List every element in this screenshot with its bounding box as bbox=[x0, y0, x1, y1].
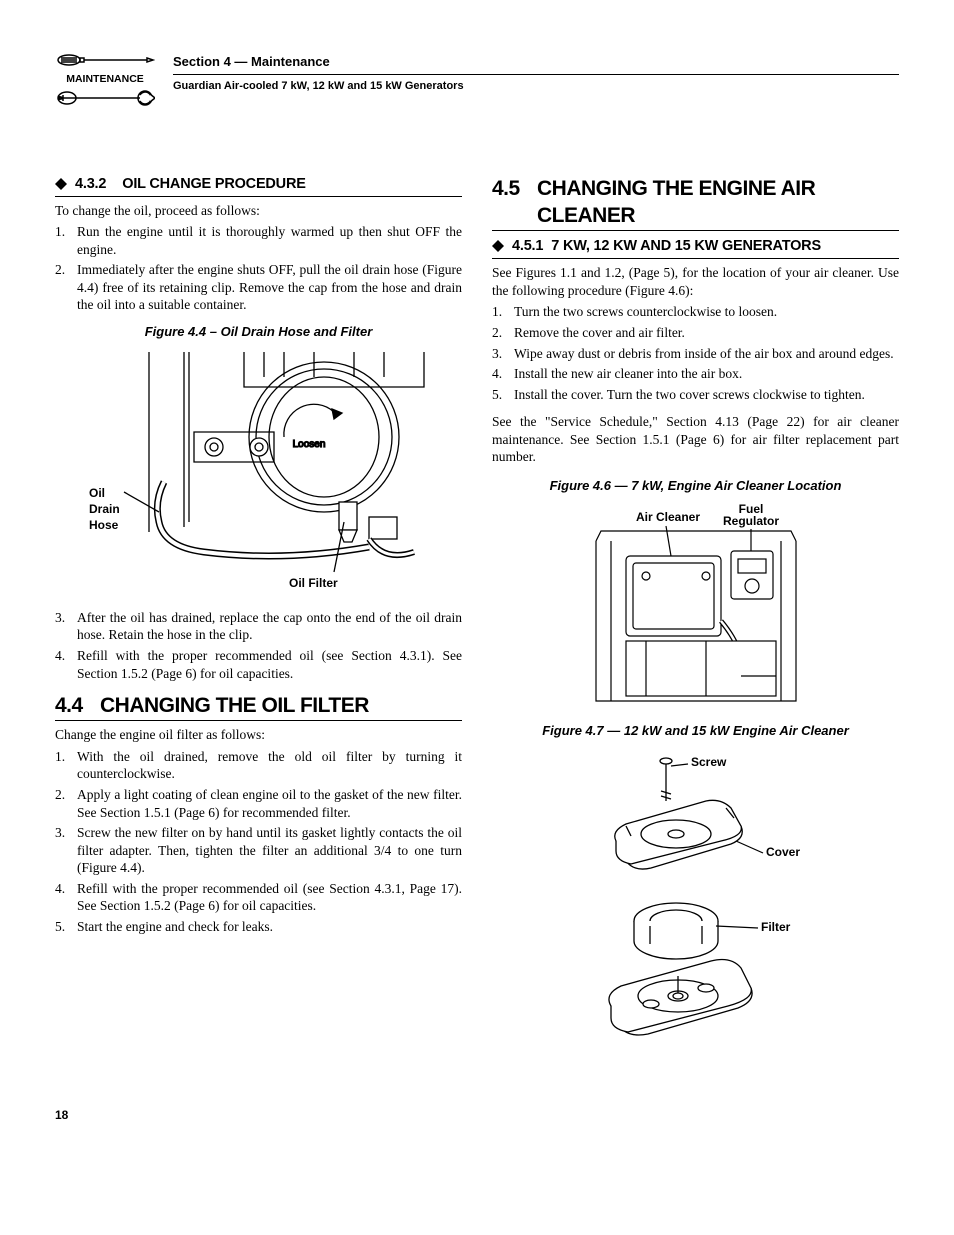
header-text-block: Section 4 — Maintenance Guardian Air-coo… bbox=[173, 50, 899, 93]
heading-num: 4.3.2 bbox=[75, 175, 106, 194]
list-item: 3.Screw the new filter on by hand until … bbox=[55, 824, 462, 877]
svg-text:Loosen: Loosen bbox=[292, 439, 325, 450]
rule bbox=[55, 720, 462, 721]
intro-432: To change the oil, proceed as follows: bbox=[55, 202, 462, 220]
intro-451: See Figures 1.1 and 1.2, (Page 5), for t… bbox=[492, 264, 899, 299]
heading-4-3-2: 4.3.2 OIL CHANGE PROCEDURE bbox=[55, 175, 462, 194]
fig46-caption: Figure 4.6 — 7 kW, Engine Air Cleaner Lo… bbox=[492, 478, 899, 495]
list-item: 3.Wipe away dust or debris from inside o… bbox=[492, 345, 899, 363]
intro-44: Change the engine oil filter as follows: bbox=[55, 726, 462, 744]
rule bbox=[492, 258, 899, 259]
list-item: 4.Refill with the proper recommended oil… bbox=[55, 647, 462, 682]
left-column: 4.3.2 OIL CHANGE PROCEDURE To change the… bbox=[55, 175, 462, 1068]
rule bbox=[55, 196, 462, 197]
figure-4-6: Air Cleaner FuelRegulator bbox=[492, 501, 899, 711]
steps-44: 1.With the oil drained, remove the old o… bbox=[55, 748, 462, 935]
steps-451: 1.Turn the two screws counterclockwise t… bbox=[492, 303, 899, 403]
maintenance-icon: MAINTENANCE bbox=[55, 50, 155, 115]
list-item: 5.Install the cover. Turn the two cover … bbox=[492, 386, 899, 404]
maintenance-label: MAINTENANCE bbox=[66, 73, 144, 85]
heading-text: 7 KW, 12 KW AND 15 KW GENERATORS bbox=[551, 237, 821, 256]
fig47-cover-label: Cover bbox=[766, 845, 800, 859]
heading-4-4: 4.4 CHANGING THE OIL FILTER bbox=[55, 692, 462, 719]
fig46-cleaner-label: Air Cleaner bbox=[636, 510, 700, 524]
list-item: 2.Remove the cover and air filter. bbox=[492, 324, 899, 342]
list-item: 5.Start the engine and check for leaks. bbox=[55, 918, 462, 936]
content-columns: 4.3.2 OIL CHANGE PROCEDURE To change the… bbox=[55, 175, 899, 1068]
fig46-reg-label: FuelRegulator bbox=[722, 502, 778, 528]
heading-num: 4.5.1 bbox=[512, 237, 543, 256]
page-number: 18 bbox=[55, 1108, 899, 1124]
right-column: 4.5 CHANGING THE ENGINE AIR CLEANER 4.5.… bbox=[492, 175, 899, 1068]
fig44-filter-label: Oil Filter bbox=[289, 576, 338, 590]
list-item: 2.Immediately after the engine shuts OFF… bbox=[55, 261, 462, 314]
diamond-icon bbox=[55, 178, 67, 190]
fig47-filter-label: Filter bbox=[761, 920, 791, 934]
product-line: Guardian Air-cooled 7 kW, 12 kW and 15 k… bbox=[173, 79, 899, 93]
list-item: 1.Turn the two screws counterclockwise t… bbox=[492, 303, 899, 321]
fig44-caption: Figure 4.4 – Oil Drain Hose and Filter bbox=[55, 324, 462, 341]
list-item: 1.Run the engine until it is thoroughly … bbox=[55, 223, 462, 258]
rule bbox=[492, 230, 899, 231]
list-item: 4.Install the new air cleaner into the a… bbox=[492, 365, 899, 383]
steps-432b: 3.After the oil has drained, replace the… bbox=[55, 609, 462, 682]
figure-4-7: Screw Cover Filter bbox=[492, 746, 899, 1056]
fig47-screw-label: Screw bbox=[691, 755, 727, 769]
figure-4-4: Loosen bbox=[55, 347, 462, 597]
list-item: 4.Refill with the proper recommended oil… bbox=[55, 880, 462, 915]
heading-4-5-1: 4.5.1 7 KW, 12 KW AND 15 KW GENERATORS bbox=[492, 237, 899, 256]
heading-4-5: 4.5 CHANGING THE ENGINE AIR CLEANER bbox=[492, 175, 899, 230]
section-title: Section 4 — Maintenance bbox=[173, 54, 899, 75]
list-item: 1.With the oil drained, remove the old o… bbox=[55, 748, 462, 783]
page-header: MAINTENANCE Section 4 — Maintenance Guar… bbox=[55, 50, 899, 115]
steps-432a: 1.Run the engine until it is thoroughly … bbox=[55, 223, 462, 314]
outro-451: See the "Service Schedule," Section 4.13… bbox=[492, 413, 899, 466]
fig47-caption: Figure 4.7 — 12 kW and 15 kW Engine Air … bbox=[492, 723, 899, 740]
heading-text: OIL CHANGE PROCEDURE bbox=[122, 175, 462, 194]
list-item: 2.Apply a light coating of clean engine … bbox=[55, 786, 462, 821]
fig44-hose-label: Oil Drain Hose bbox=[89, 486, 123, 532]
diamond-icon bbox=[492, 240, 504, 252]
list-item: 3.After the oil has drained, replace the… bbox=[55, 609, 462, 644]
